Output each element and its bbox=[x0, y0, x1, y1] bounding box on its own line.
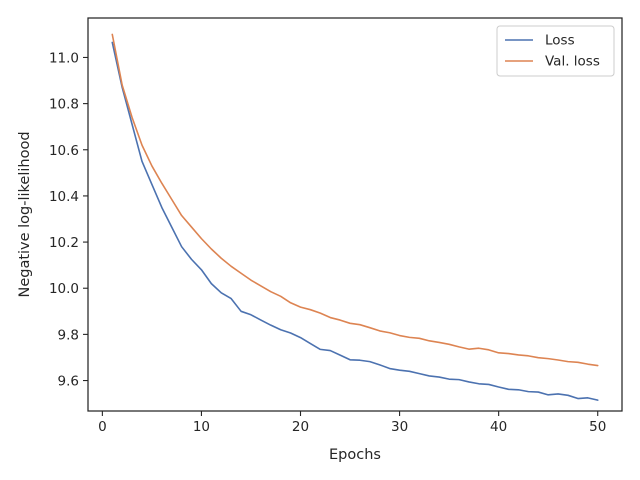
legend-label-loss: Loss bbox=[545, 33, 575, 49]
y-tick-label: 11.0 bbox=[49, 50, 79, 66]
x-tick-label: 40 bbox=[490, 419, 507, 435]
series-line-val-loss bbox=[111, 33, 599, 367]
y-tick-label: 9.8 bbox=[58, 327, 79, 343]
x-tick-label: 10 bbox=[193, 419, 210, 435]
x-tick-label: 30 bbox=[391, 419, 408, 435]
x-axis-ticks: 0 10 20 30 40 50 bbox=[98, 411, 606, 435]
y-tick-label: 10.8 bbox=[49, 97, 79, 113]
series-line-loss bbox=[111, 41, 599, 401]
y-tick-label: 10.0 bbox=[49, 281, 79, 297]
x-tick-label: 50 bbox=[589, 419, 606, 435]
y-tick-label: 10.6 bbox=[49, 143, 79, 159]
legend-box bbox=[496, 25, 615, 77]
plot-lines bbox=[111, 33, 599, 401]
y-axis-ticks: 9.6 9.8 10.0 10.2 10.4 10.6 10.8 11.0 bbox=[49, 50, 88, 390]
legend: Loss Val. loss bbox=[496, 25, 615, 77]
legend-label-val-loss: Val. loss bbox=[545, 54, 600, 70]
x-axis-label: Epochs bbox=[329, 447, 381, 463]
plot-frame bbox=[87, 17, 623, 412]
y-tick-label: 10.2 bbox=[49, 235, 79, 251]
y-tick-label: 10.4 bbox=[49, 189, 79, 205]
x-tick-label: 20 bbox=[292, 419, 309, 435]
y-tick-label: 9.6 bbox=[58, 374, 79, 390]
y-axis-label: Negative log-likelihood bbox=[17, 131, 33, 297]
x-tick-label: 0 bbox=[98, 419, 107, 435]
